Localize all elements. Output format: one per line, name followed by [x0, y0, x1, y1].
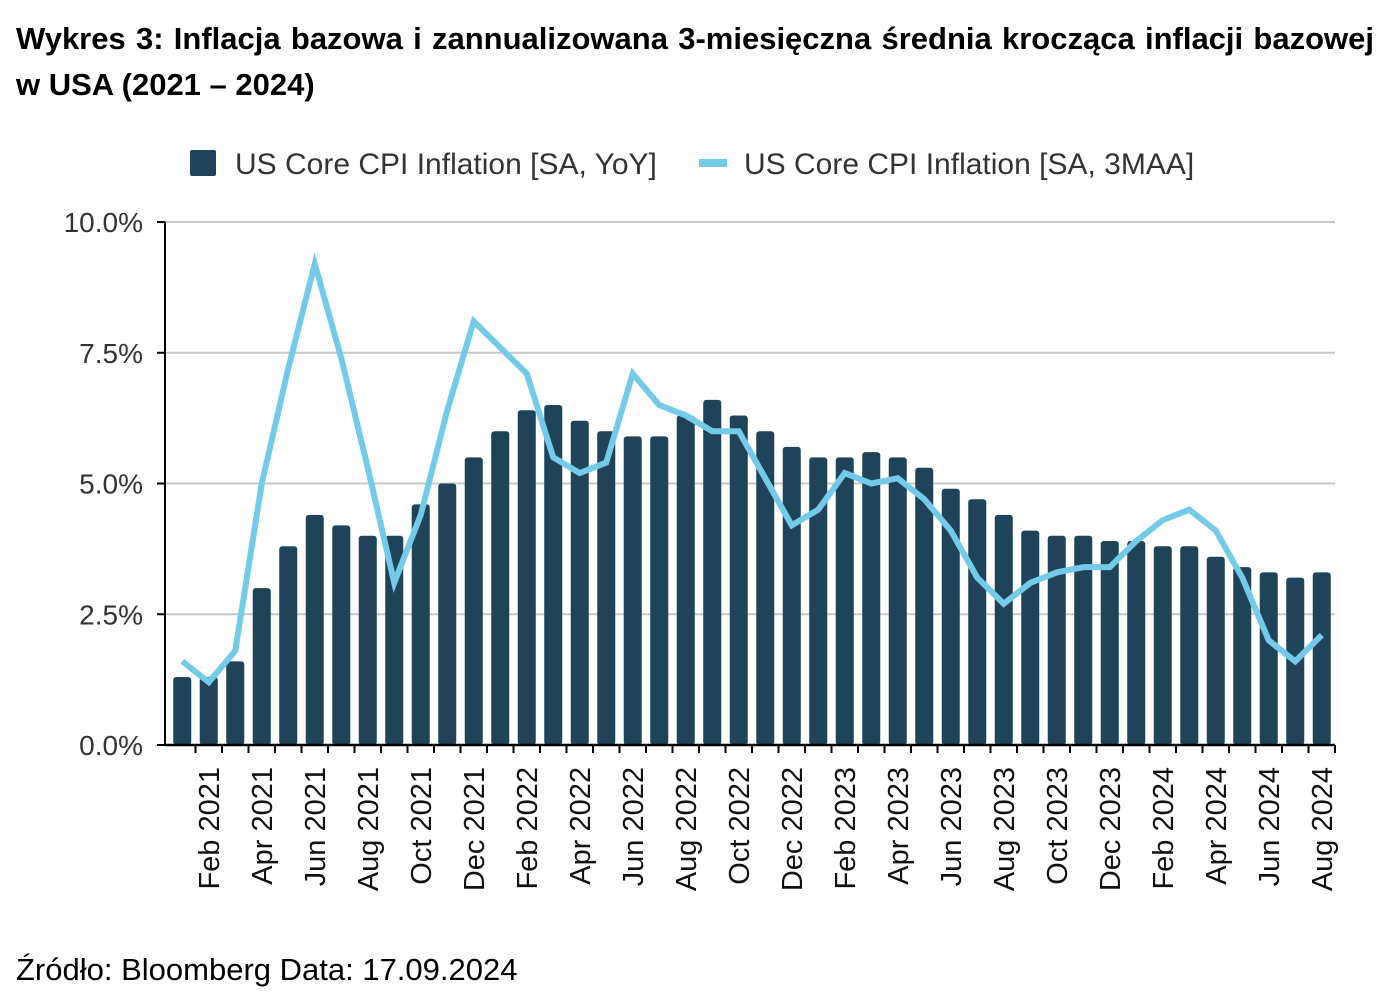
x-tick-label: Feb 2021: [194, 767, 226, 890]
bar-mar-2021: [226, 661, 245, 745]
bar-dec-2023: [1100, 541, 1119, 745]
x-tick-label: Aug 2022: [671, 767, 703, 891]
bar-aug-2022: [676, 415, 695, 745]
x-tick-label: Jun 2022: [618, 767, 650, 886]
chart-title: Wykres 3: Inflacja bazowa i zannualizowa…: [16, 21, 1374, 102]
y-tick-label: 0.0%: [79, 730, 143, 761]
bar-dec-2022: [782, 446, 801, 745]
x-tick-label: Oct 2022: [724, 767, 756, 885]
x-tick-label: Jun 2023: [936, 767, 968, 886]
bar-jan-2022: [491, 431, 510, 745]
bar-nov-2022: [756, 431, 775, 745]
bar-jun-2024: [1259, 572, 1278, 745]
x-tick-label: Dec 2023: [1095, 767, 1127, 891]
y-tick-label: 7.5%: [79, 338, 143, 369]
x-tick-label: Aug 2023: [989, 767, 1021, 891]
bar-oct-2022: [729, 415, 748, 745]
bar-jan-2024: [1127, 541, 1146, 745]
bar-may-2022: [597, 431, 616, 745]
bar-jan-2021: [173, 677, 192, 745]
bar-mar-2023: [862, 452, 881, 745]
bar-sep-2023: [1021, 530, 1040, 745]
bar-dec-2021: [464, 457, 483, 745]
bar-feb-2021: [199, 677, 218, 745]
legend-label-line: US Core CPI Inflation [SA, 3MAA]: [744, 148, 1194, 181]
bar-feb-2024: [1153, 546, 1172, 745]
bar-apr-2024: [1206, 556, 1225, 745]
x-tick-label: Dec 2022: [777, 767, 809, 891]
bar-mar-2024: [1180, 546, 1199, 745]
bar-aug-2021: [358, 535, 377, 745]
bar-apr-2022: [570, 420, 589, 745]
line-series-3maa: [180, 252, 1324, 687]
bar-sep-2022: [703, 399, 722, 745]
x-tick-label: Jun 2021: [300, 767, 332, 886]
x-tick-label: Oct 2021: [406, 767, 438, 885]
y-tick-label: 2.5%: [79, 599, 143, 630]
y-tick-label: 5.0%: [79, 469, 143, 500]
x-tick-label: Feb 2022: [512, 767, 544, 890]
bar-jul-2021: [332, 525, 351, 745]
bar-jan-2023: [809, 457, 828, 745]
x-tick-label: Apr 2024: [1201, 767, 1233, 885]
bar-feb-2022: [517, 410, 536, 745]
bar-sep-2021: [385, 535, 404, 745]
bar-may-2024: [1233, 567, 1252, 745]
bar-jul-2022: [650, 436, 669, 745]
bar-nov-2021: [438, 483, 457, 745]
source-note: Źródło: Bloomberg Data: 17.09.2024: [16, 952, 518, 987]
bar-oct-2023: [1047, 535, 1066, 745]
x-tick-label: Dec 2021: [459, 767, 491, 891]
legend-swatch-bar: [190, 150, 216, 176]
bar-jul-2023: [968, 499, 987, 745]
legend-swatch-line: [699, 159, 727, 167]
y-tick-label: 10.0%: [64, 207, 143, 238]
bar-feb-2023: [835, 457, 854, 745]
bar-jun-2023: [941, 488, 960, 745]
bar-nov-2023: [1074, 535, 1093, 745]
bar-may-2021: [279, 546, 298, 745]
bar-jun-2022: [623, 436, 642, 745]
x-tick-label: Apr 2023: [883, 767, 915, 885]
bar-mar-2022: [544, 405, 563, 745]
x-tick-label: Feb 2024: [1148, 767, 1180, 890]
bar-jun-2021: [305, 514, 324, 745]
x-tick-label: Aug 2024: [1307, 767, 1339, 891]
bar-apr-2023: [888, 457, 907, 745]
x-tick-label: Oct 2023: [1042, 767, 1074, 885]
bar-aug-2024: [1312, 572, 1331, 745]
bar-may-2023: [915, 467, 934, 745]
bar-oct-2021: [411, 504, 430, 745]
x-tick-label: Apr 2021: [247, 767, 279, 885]
bar-apr-2021: [252, 588, 271, 745]
legend: US Core CPI Inflation [SA, YoY] US Core …: [190, 148, 1194, 181]
x-tick-label: Aug 2021: [353, 767, 385, 891]
bar-aug-2023: [994, 514, 1013, 745]
x-tick-label: Feb 2023: [830, 767, 862, 890]
x-tick-label: Jun 2024: [1254, 767, 1286, 886]
legend-label-bar: US Core CPI Inflation [SA, YoY]: [235, 148, 657, 181]
x-tick-label: Apr 2022: [565, 767, 597, 885]
